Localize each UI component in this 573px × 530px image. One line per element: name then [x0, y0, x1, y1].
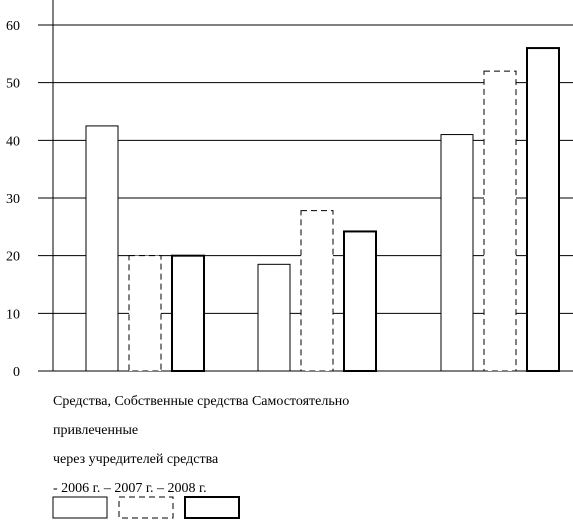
bar — [440, 134, 474, 372]
legend-label: - 2006 г. — [53, 481, 100, 496]
bar — [300, 210, 334, 372]
y-tick-label: 50 — [6, 77, 20, 92]
caption-line: Средства, Собственные средства Самостоят… — [53, 394, 349, 409]
legend-swatch — [118, 496, 174, 519]
bar — [85, 125, 119, 372]
y-tick-label: 10 — [6, 307, 20, 322]
y-tick-label: 40 — [6, 134, 20, 149]
legend-label: – 2007 г. — [103, 481, 154, 496]
bar — [171, 254, 205, 373]
caption-line: через учредителей средства — [53, 452, 219, 467]
y-tick-label: 60 — [6, 19, 20, 34]
bar — [526, 47, 560, 372]
caption-line: привлеченные — [53, 423, 138, 438]
y-tick-label: 30 — [6, 192, 20, 207]
legend-swatch — [184, 496, 240, 519]
y-tick-label: 0 — [13, 365, 20, 380]
bar — [483, 70, 517, 372]
bar — [128, 255, 162, 372]
legend-text: - 2006 г. – 2007 г. – 2008 г. — [53, 481, 207, 496]
legend-label: – 2008 г. — [156, 481, 207, 496]
legend-swatch — [52, 496, 108, 519]
bar — [343, 230, 377, 372]
bar — [257, 263, 291, 372]
y-tick-label: 20 — [6, 250, 20, 265]
